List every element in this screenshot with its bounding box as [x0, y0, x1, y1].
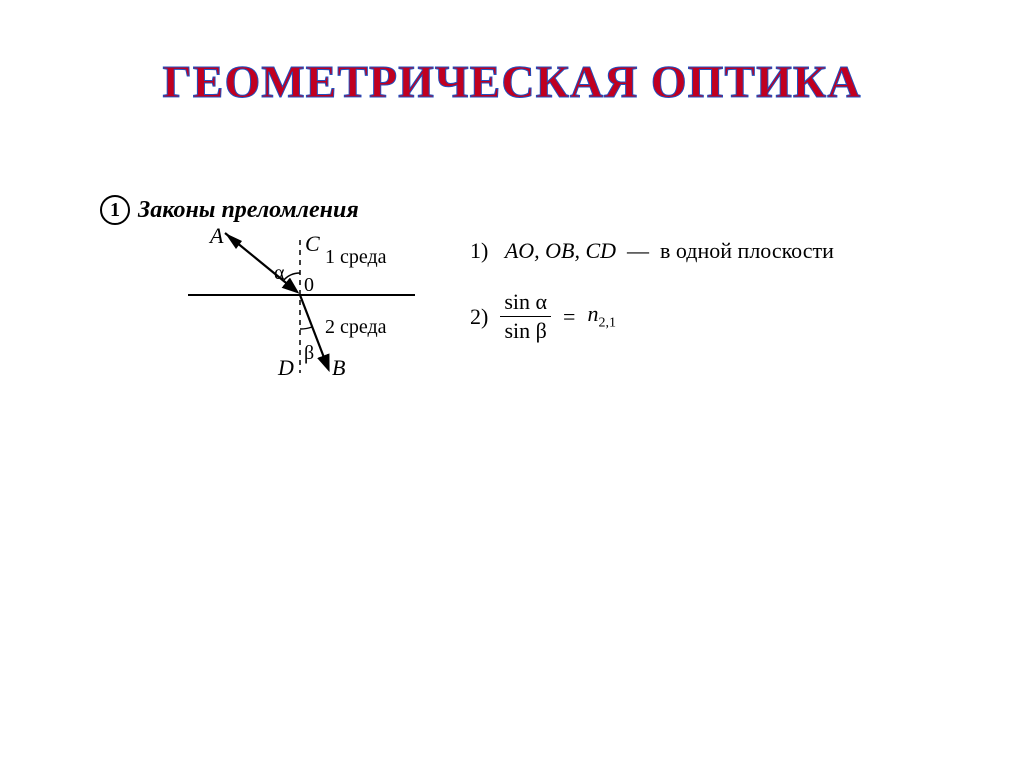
- label-medium2: 2 среда: [325, 316, 387, 338]
- law2-fraction: sin α sin β: [500, 290, 551, 343]
- laws-list: 1) AO, OB, CD — в одной плоскости 2) sin…: [470, 238, 834, 343]
- law1-segments: AO, OB, CD: [505, 238, 616, 263]
- law1-dash: —: [627, 238, 649, 263]
- section-title: Законы преломления: [138, 197, 359, 224]
- label-B: B: [332, 355, 345, 380]
- incident-arrow-tail: [225, 233, 242, 249]
- refraction-diagram: A C 0 D B α β 1 среда 2 среда: [170, 225, 430, 380]
- law1-text: в одной плоскости: [660, 238, 834, 263]
- label-A: A: [208, 225, 224, 248]
- law1-prefix: 1): [470, 238, 488, 263]
- label-C: C: [305, 231, 320, 256]
- section-number-badge: 1: [100, 195, 130, 225]
- label-O: 0: [304, 274, 314, 296]
- law-1: 1) AO, OB, CD — в одной плоскости: [470, 238, 834, 264]
- page-title: ГЕОМЕТРИЧЕСКАЯ ОПТИКА: [0, 55, 1024, 108]
- law2-prefix: 2): [470, 304, 488, 330]
- frac-numerator: sin α: [500, 290, 551, 314]
- label-alpha: α: [274, 262, 285, 284]
- beta-arc: [300, 327, 312, 329]
- law-2: 2) sin α sin β = n2,1: [470, 290, 834, 343]
- label-medium1: 1 среда: [325, 246, 387, 268]
- law2-rhs: n2,1: [587, 301, 616, 331]
- frac-bar: [500, 316, 551, 317]
- section-header: 1 Законы преломления: [100, 195, 359, 225]
- law2-sub: 2,1: [598, 316, 616, 331]
- frac-denominator: sin β: [500, 319, 550, 343]
- label-beta: β: [304, 342, 314, 364]
- law2-eq: =: [563, 304, 575, 330]
- alpha-arc: [283, 273, 300, 281]
- law2-n: n: [587, 301, 598, 326]
- label-D: D: [277, 355, 294, 380]
